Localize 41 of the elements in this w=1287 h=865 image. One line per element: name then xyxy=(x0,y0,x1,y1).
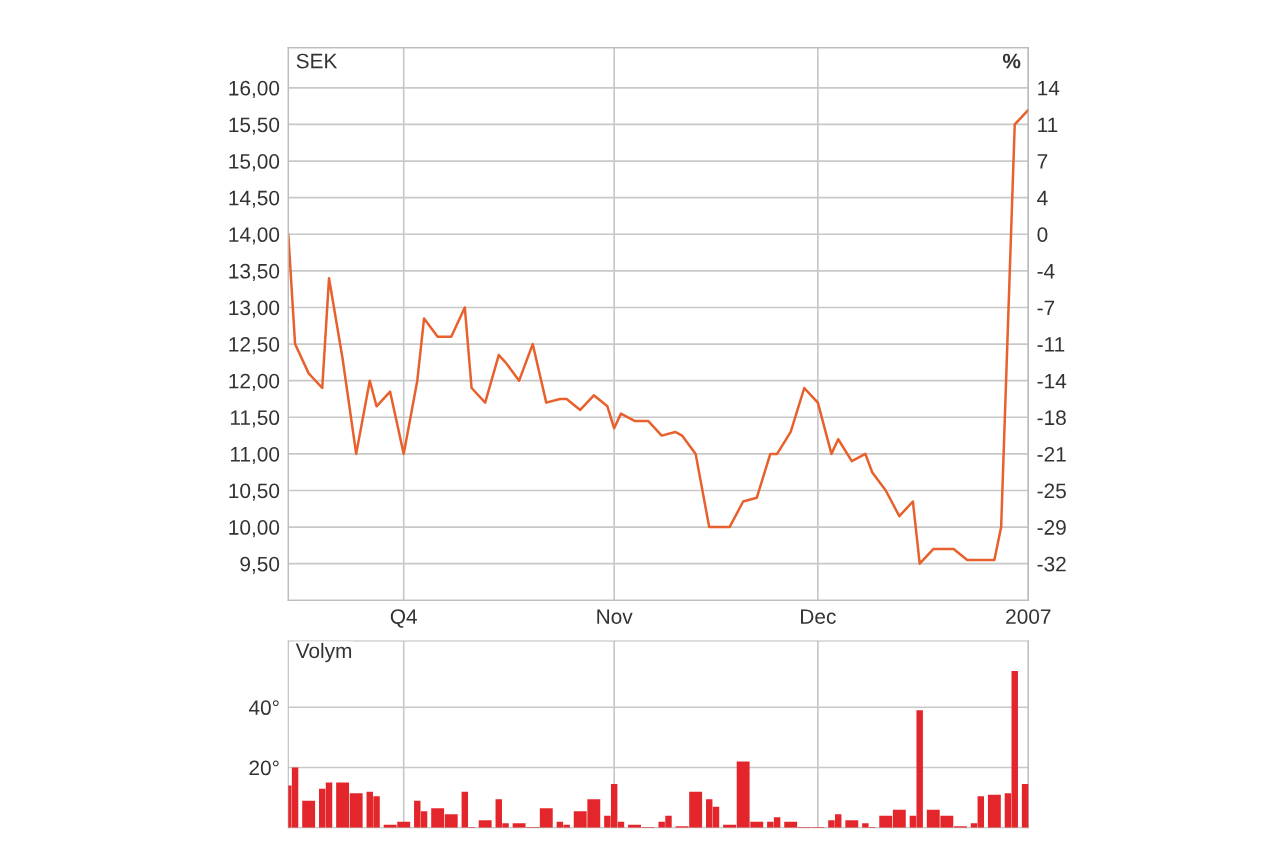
y2-tick-label: -14 xyxy=(1037,373,1067,389)
y-axis-title: SEK xyxy=(296,53,338,69)
y-axis-title: Volym xyxy=(295,642,352,663)
x-tick-label: 2007 xyxy=(1006,609,1051,624)
y2-tick-label: -4 xyxy=(1037,264,1055,279)
y-tick-label: 16,00 xyxy=(229,80,280,99)
y-tick-label: 14,50 xyxy=(229,190,280,208)
bar xyxy=(461,791,469,828)
y2-tick-label: -18 xyxy=(1037,410,1066,426)
y2-tick-label: -25 xyxy=(1037,483,1066,499)
y-tick-label: 15,00 xyxy=(229,154,280,172)
bar xyxy=(291,767,299,828)
y2-axis-title: % xyxy=(1002,53,1021,69)
y2-tick-label: -32 xyxy=(1037,556,1066,572)
x-tick-label: Nov xyxy=(597,609,633,624)
y-tick-label: 13,50 xyxy=(229,263,280,282)
y-tick-label: 9,50 xyxy=(240,556,280,574)
y-tick-label: 11,00 xyxy=(230,446,280,465)
y2-tick-label: 4 xyxy=(1037,190,1048,206)
y2-tick-label: -21 xyxy=(1037,446,1066,462)
y-tick-label: 11,50 xyxy=(230,410,280,428)
bar xyxy=(862,823,869,828)
y-tick-label: 14,00 xyxy=(229,227,280,245)
y2-tick-label: 0 xyxy=(1037,227,1048,242)
y-tick-label: 12,50 xyxy=(229,337,280,355)
y-tick-label: 12,00 xyxy=(229,373,280,391)
y2-tick-label: -11 xyxy=(1037,337,1065,352)
y-tick-label: 20° xyxy=(249,760,279,776)
y2-tick-label: -7 xyxy=(1037,300,1055,315)
x-tick-label: Q4 xyxy=(390,609,417,628)
y-tick-label: 15,50 xyxy=(229,117,280,135)
x-tick-label: Dec xyxy=(801,609,836,624)
y2-tick-label: 7 xyxy=(1037,154,1048,169)
y2-tick-label: -29 xyxy=(1037,520,1066,535)
y2-tick-label: 11 xyxy=(1038,117,1058,133)
y-tick-label: 10,00 xyxy=(229,520,280,538)
y-tick-label: 13,00 xyxy=(229,300,280,318)
line-series xyxy=(288,108,1029,565)
y2-tick-label: 14 xyxy=(1038,80,1060,96)
y-tick-label: 10,50 xyxy=(229,483,280,501)
y-tick-label: 40° xyxy=(248,700,279,716)
